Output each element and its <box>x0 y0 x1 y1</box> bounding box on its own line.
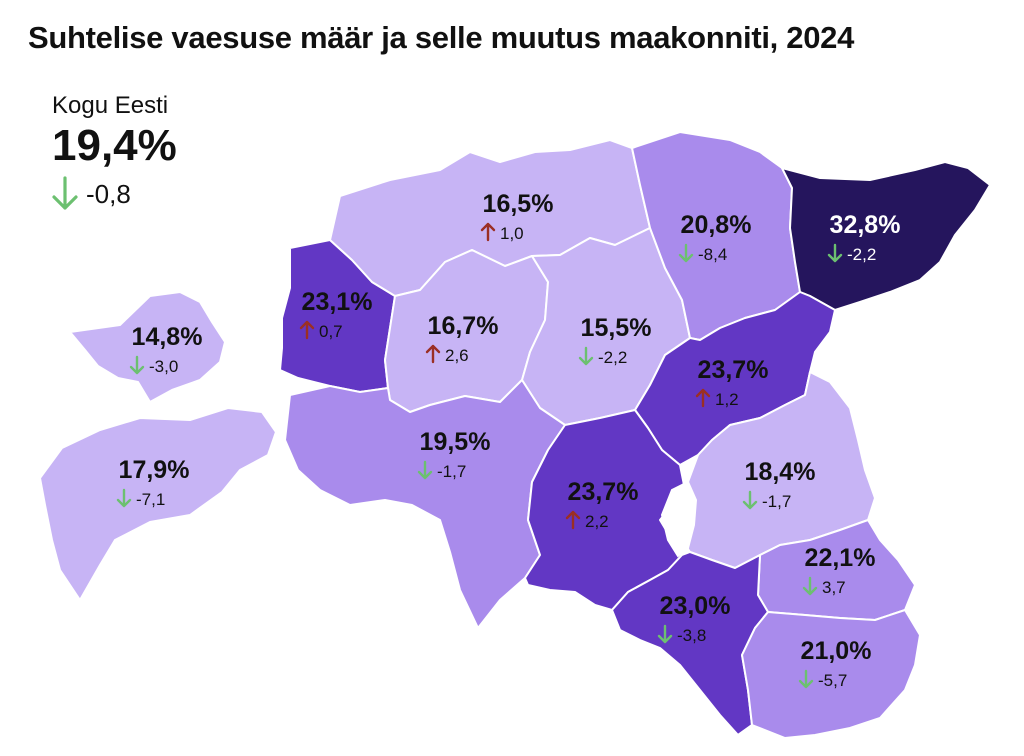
arrow-up-icon <box>695 388 711 408</box>
region-ida-viru[interactable] <box>781 161 991 311</box>
arrow-up-icon <box>425 344 441 364</box>
change-voru: -5,7 <box>818 671 847 690</box>
arrow-up-icon <box>565 510 581 530</box>
national-summary: Kogu Eesti 19,4% -0,8 <box>52 92 177 212</box>
rate-ida-viru: 32,8% <box>830 211 901 239</box>
change-viljandi: 2,2 <box>585 512 609 531</box>
label-voru: 21,0% -5,7 <box>798 637 872 690</box>
label-ida-viru: 32,8% -2,2 <box>827 211 901 264</box>
national-change-value: -0,8 <box>86 178 131 209</box>
rate-tartu: 18,4% <box>745 458 816 486</box>
change-parnu: -1,7 <box>437 462 466 481</box>
national-change: -0,8 <box>52 176 177 212</box>
rate-viljandi: 23,7% <box>568 478 639 506</box>
arrow-down-icon <box>578 346 594 366</box>
rate-saare: 17,9% <box>119 456 190 484</box>
change-valga: -3,8 <box>677 626 706 645</box>
national-label: Kogu Eesti <box>52 92 169 119</box>
region-saare[interactable] <box>39 407 277 601</box>
rate-jogeva: 23,7% <box>698 356 769 384</box>
rate-rapla: 16,7% <box>428 312 499 340</box>
arrow-down-icon <box>417 460 433 480</box>
arrow-down-icon <box>827 243 843 263</box>
change-jogeva: 1,2 <box>715 390 739 409</box>
change-ida-viru: -2,2 <box>847 245 876 264</box>
label-hiiu: 14,8% -3,0 <box>129 323 203 376</box>
label-rapla: 16,7% 2,6 <box>425 312 499 365</box>
change-jarva: -2,2 <box>598 348 627 367</box>
rate-harju: 16,5% <box>483 190 554 218</box>
arrow-down-icon <box>52 176 78 210</box>
change-tartu: -1,7 <box>762 492 791 511</box>
national-rate: 19,4% <box>52 121 177 170</box>
arrow-up-icon <box>480 222 496 242</box>
lake-peipus <box>810 280 925 498</box>
change-laane: 0,7 <box>319 322 343 341</box>
rate-laane: 23,1% <box>302 288 373 316</box>
label-parnu: 19,5% -1,7 <box>417 428 491 481</box>
arrow-down-icon <box>802 576 818 596</box>
change-polva: 3,7 <box>822 578 846 597</box>
rate-jarva: 15,5% <box>581 314 652 342</box>
arrow-down-icon <box>129 355 145 375</box>
label-jogeva: 23,7% 1,2 <box>695 356 769 409</box>
rate-hiiu: 14,8% <box>132 323 203 351</box>
label-saare: 17,9% -7,1 <box>116 456 190 509</box>
label-laane-viru: 20,8% -8,4 <box>678 211 752 264</box>
rate-voru: 21,0% <box>801 637 872 665</box>
arrow-down-icon <box>678 243 694 263</box>
region-hiiu[interactable] <box>69 291 226 403</box>
region-voru[interactable] <box>741 609 921 739</box>
arrow-down-icon <box>116 488 132 508</box>
label-viljandi: 23,7% 2,2 <box>565 478 639 531</box>
change-saare: -7,1 <box>136 490 165 509</box>
label-polva: 22,1% 3,7 <box>802 544 876 597</box>
rate-laane-viru: 20,8% <box>681 211 752 239</box>
label-valga: 23,0% -3,8 <box>657 592 731 645</box>
label-laane: 23,1% 0,7 <box>299 288 373 341</box>
rate-polva: 22,1% <box>805 544 876 572</box>
arrow-down-icon <box>657 624 673 644</box>
change-hiiu: -3,0 <box>149 357 178 376</box>
region-parnu[interactable] <box>284 379 566 629</box>
arrow-down-icon <box>742 490 758 510</box>
change-laane-viru: -8,4 <box>698 245 727 264</box>
label-tartu: 18,4% -1,7 <box>742 458 816 511</box>
lake-vortsjarv <box>660 480 698 558</box>
change-harju: 1,0 <box>500 224 524 243</box>
change-rapla: 2,6 <box>445 346 469 365</box>
arrow-up-icon <box>299 320 315 340</box>
map-title: Suhtelise vaesuse määr ja selle muutus m… <box>28 20 855 55</box>
label-harju: 16,5% 1,0 <box>480 190 554 243</box>
label-jarva: 15,5% -2,2 <box>578 314 652 367</box>
rate-parnu: 19,5% <box>420 428 491 456</box>
rate-valga: 23,0% <box>660 592 731 620</box>
arrow-down-icon <box>798 669 814 689</box>
